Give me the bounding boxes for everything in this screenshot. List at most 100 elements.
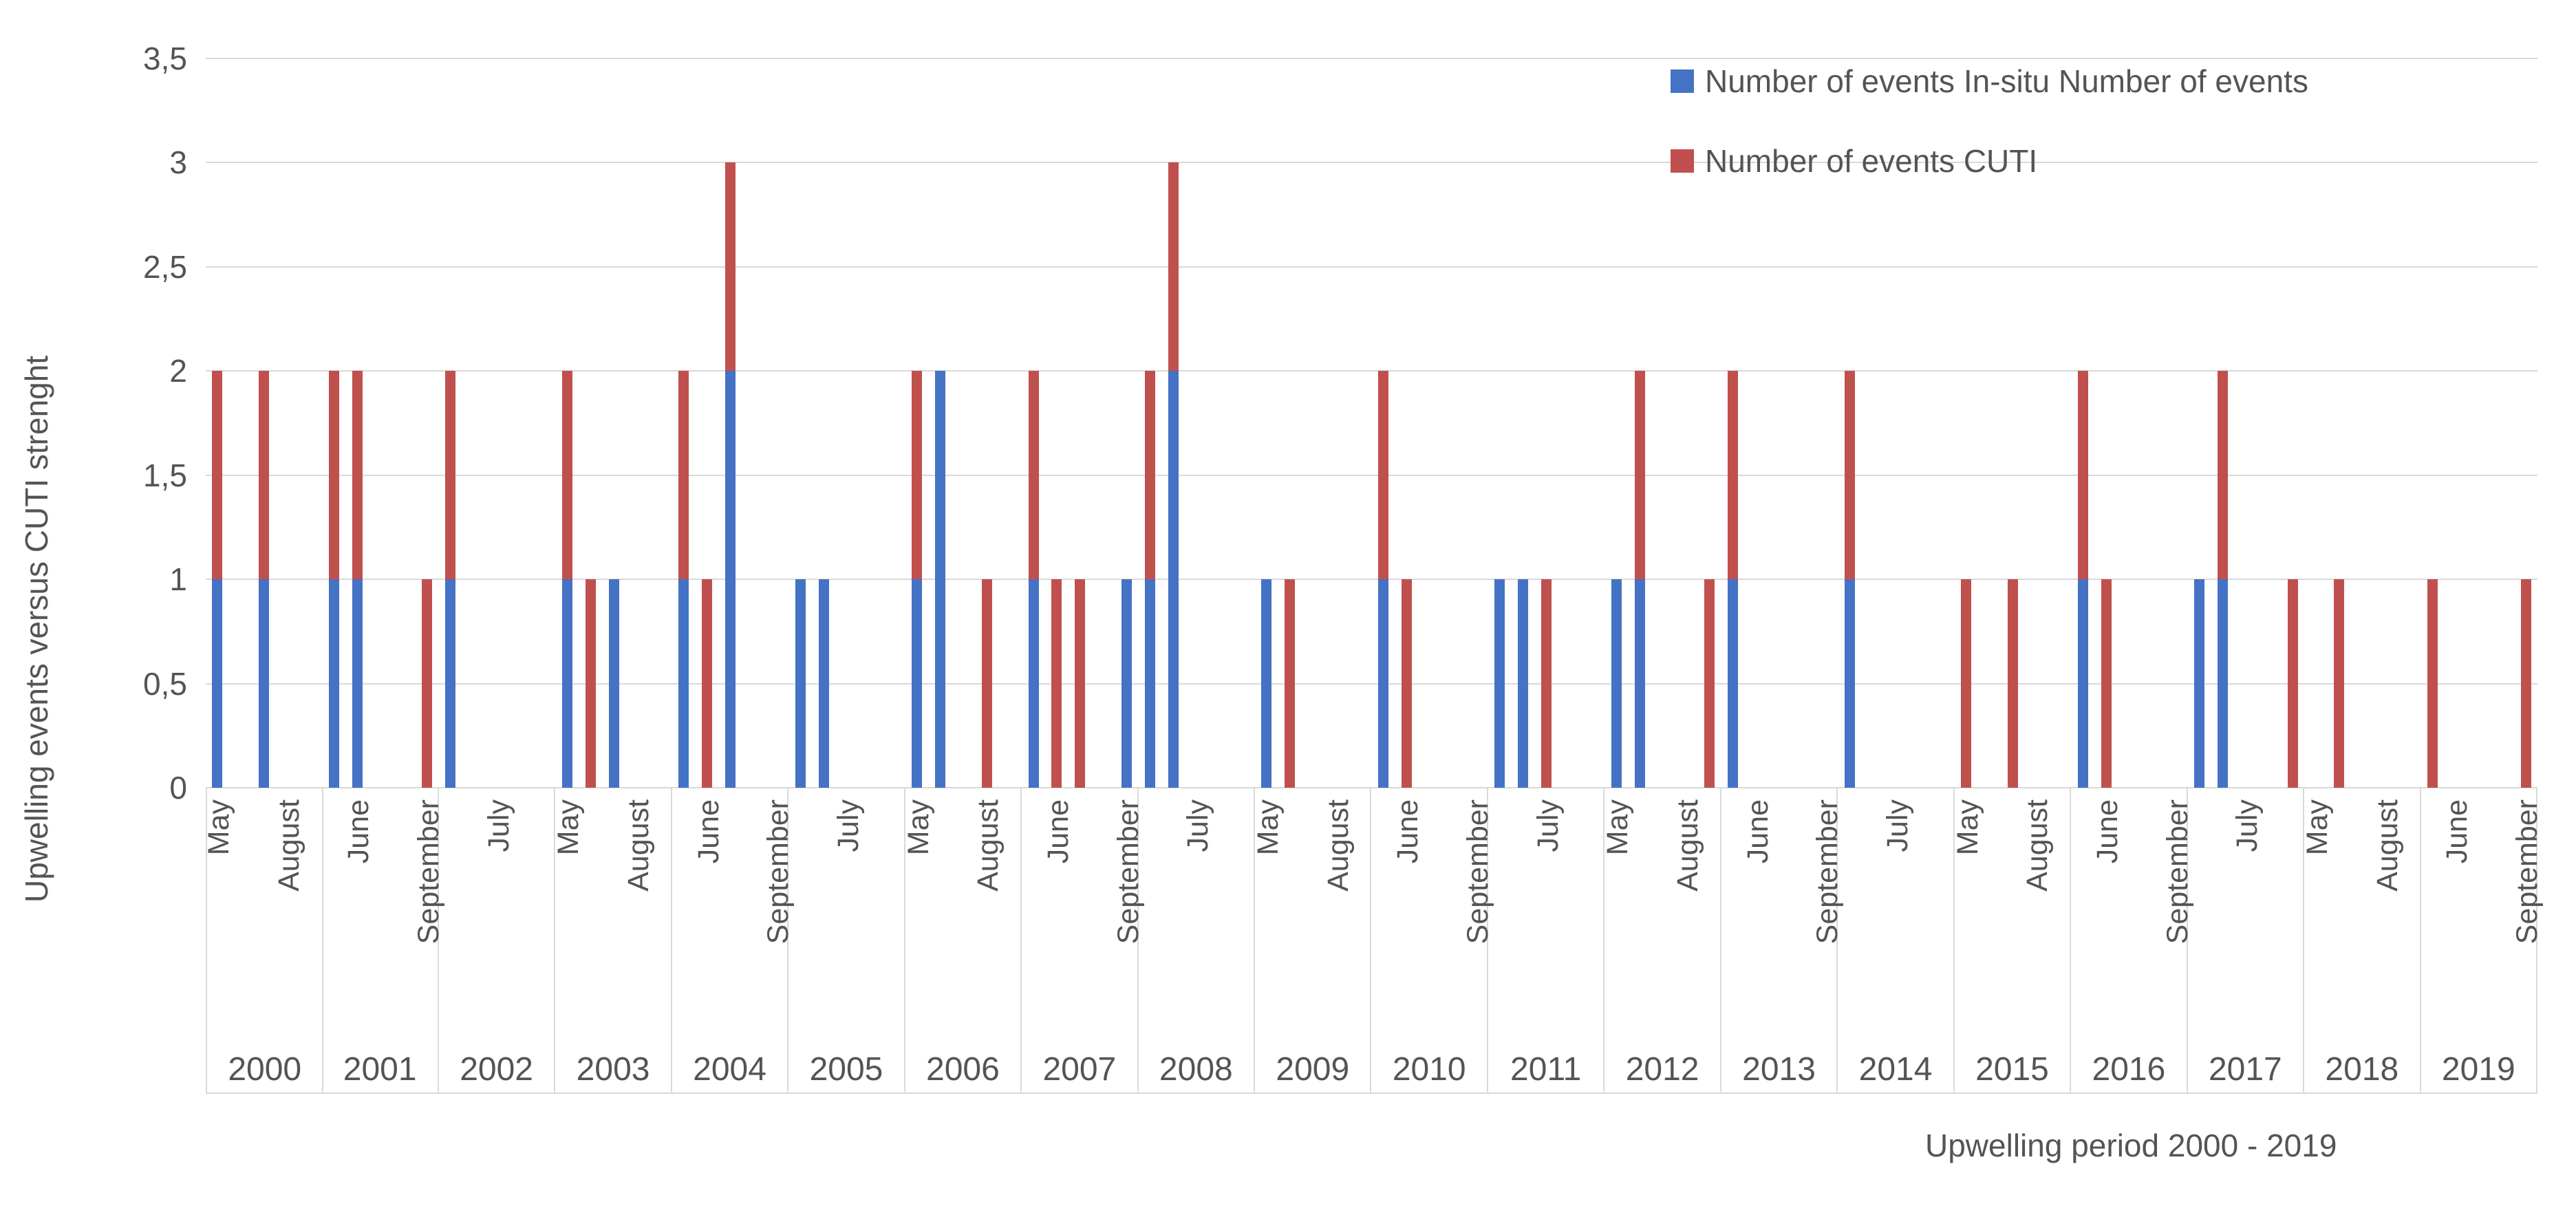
bar-cuti-2011-July[interactable]: [1541, 579, 1552, 788]
bar-cuti-2000-July[interactable]: [259, 371, 270, 580]
year-label-2004: 2004: [693, 1051, 766, 1088]
bar-cuti-2001-May[interactable]: [328, 371, 339, 580]
y-tick-label: 2,5: [143, 248, 187, 285]
bar-in-situ-2017-June[interactable]: [2217, 579, 2228, 788]
bar-in-situ-2012-May[interactable]: [1611, 579, 1622, 788]
bar-in-situ-2002-May[interactable]: [445, 579, 456, 788]
bar-in-situ-2011-June[interactable]: [1518, 579, 1529, 788]
y-tick-label: 3,5: [143, 41, 187, 76]
bar-in-situ-2016-May[interactable]: [2077, 579, 2088, 788]
year-cell: 2008: [1139, 788, 1256, 1092]
bar-in-situ-2000-July[interactable]: [259, 579, 270, 788]
bar-in-situ-2006-May[interactable]: [912, 579, 923, 788]
bar-in-situ-2009-May[interactable]: [1261, 579, 1272, 788]
bar-cuti-2007-May[interactable]: [1028, 371, 1039, 580]
month-label-2009-August: August: [1321, 799, 1355, 892]
month-label-2012-August: August: [1671, 799, 1704, 892]
bar-cuti-2004-June[interactable]: [702, 579, 713, 788]
bar-in-situ-2001-May[interactable]: [328, 579, 339, 788]
bar-cuti-2004-May[interactable]: [678, 371, 689, 580]
bar-cuti-2010-June[interactable]: [1401, 579, 1412, 788]
month-label-2006-May: May: [901, 799, 935, 856]
year-cell: 2017: [2188, 788, 2305, 1092]
bar-cuti-2016-June[interactable]: [2101, 579, 2112, 788]
bar-cuti-2004-July[interactable]: [725, 162, 736, 371]
legend-item-in-situ[interactable]: Number of events In-situ Number of event…: [1671, 62, 2308, 100]
year-label-2015: 2015: [1975, 1051, 2049, 1088]
legend-item-cuti[interactable]: Number of events CUTI: [1671, 142, 2308, 180]
bar-cuti-2008-June[interactable]: [1168, 162, 1179, 371]
bar-cuti-2009-June[interactable]: [1285, 579, 1296, 788]
bar-cuti-2002-May[interactable]: [445, 371, 456, 580]
bar-in-situ-2013-May[interactable]: [1728, 579, 1739, 788]
bar-cuti-2007-June[interactable]: [1051, 579, 1062, 788]
bar-cuti-2001-September[interactable]: [422, 579, 433, 788]
year-label-2013: 2013: [1742, 1051, 1816, 1088]
bar-cuti-2003-May[interactable]: [561, 371, 572, 580]
year-cell: 2015: [1955, 788, 2072, 1092]
bar-cuti-2007-July[interactable]: [1075, 579, 1086, 788]
month-label-2000-May: May: [202, 799, 235, 856]
bar-cuti-2006-May[interactable]: [912, 371, 923, 580]
bar-in-situ-2003-May[interactable]: [561, 579, 572, 788]
bar-cuti-2001-June[interactable]: [352, 371, 363, 580]
bar-cuti-2015-July[interactable]: [2007, 579, 2018, 788]
bar-cuti-2013-May[interactable]: [1728, 371, 1739, 580]
bar-cuti-2010-May[interactable]: [1377, 371, 1388, 580]
bar-in-situ-2003-July[interactable]: [608, 579, 619, 788]
bar-in-situ-2006-June[interactable]: [935, 371, 946, 788]
bar-cuti-2014-May[interactable]: [1844, 371, 1855, 580]
bar-cuti-2006-August[interactable]: [981, 579, 992, 788]
bar-in-situ-2017-May[interactable]: [2194, 579, 2205, 788]
month-label-2005-July: July: [831, 799, 865, 852]
bar-in-situ-2004-July[interactable]: [725, 371, 736, 788]
bar-cuti-2003-June[interactable]: [585, 579, 596, 788]
bar-in-situ-2007-May[interactable]: [1028, 579, 1039, 788]
bar-in-situ-2014-May[interactable]: [1844, 579, 1855, 788]
bar-in-situ-2000-May[interactable]: [212, 579, 223, 788]
bar-cuti-2019-September[interactable]: [2520, 579, 2531, 788]
month-label-2004-June: June: [691, 799, 725, 864]
axis-label-area-bottom-border: [206, 1092, 2537, 1094]
year-cell: 2006: [905, 788, 1022, 1092]
year-label-2010: 2010: [1392, 1051, 1466, 1088]
legend-label-cuti: Number of events CUTI: [1705, 143, 2038, 179]
bar-cuti-2008-May[interactable]: [1145, 371, 1156, 580]
year-label-2011: 2011: [1510, 1051, 1582, 1088]
bar-in-situ-2008-June[interactable]: [1168, 371, 1179, 788]
year-cell: 2001: [322, 788, 439, 1092]
bar-in-situ-2008-May[interactable]: [1145, 579, 1156, 788]
bar-in-situ-2004-May[interactable]: [678, 579, 689, 788]
gridline-2: [206, 370, 2537, 372]
bar-cuti-2012-June[interactable]: [1634, 371, 1645, 580]
bar-cuti-2012-September[interactable]: [1704, 579, 1715, 788]
bar-in-situ-2010-May[interactable]: [1377, 579, 1388, 788]
bar-in-situ-2005-May[interactable]: [795, 579, 806, 788]
bar-cuti-2018-June[interactable]: [2334, 579, 2345, 788]
year-label-2009: 2009: [1276, 1051, 1350, 1088]
month-label-2007-June: June: [1041, 799, 1075, 864]
month-label-2019-September: September: [2511, 799, 2544, 945]
gridline-0: [206, 787, 2537, 788]
bar-in-situ-2001-June[interactable]: [352, 579, 363, 788]
month-label-2019-June: June: [2440, 799, 2474, 864]
bar-cuti-2017-September[interactable]: [2287, 579, 2298, 788]
bar-in-situ-2005-June[interactable]: [818, 579, 829, 788]
bar-in-situ-2007-September[interactable]: [1121, 579, 1133, 788]
month-label-2018-May: May: [2301, 799, 2334, 856]
bar-cuti-2016-May[interactable]: [2077, 371, 2088, 580]
month-label-2008-July: July: [1181, 799, 1215, 852]
month-label-2017-July: July: [2231, 799, 2264, 852]
bar-cuti-2017-June[interactable]: [2217, 371, 2228, 580]
bar-in-situ-2011-May[interactable]: [1494, 579, 1505, 788]
gridline-1,5: [206, 474, 2537, 476]
bar-cuti-2015-May[interactable]: [1961, 579, 1972, 788]
year-cell: 2009: [1255, 788, 1372, 1092]
bar-cuti-2000-May[interactable]: [212, 371, 223, 580]
bar-cuti-2019-May[interactable]: [2427, 579, 2438, 788]
year-label-2016: 2016: [2092, 1051, 2166, 1088]
year-label-2014: 2014: [1858, 1051, 1933, 1088]
year-label-2019: 2019: [2441, 1051, 2515, 1088]
legend: Number of events In-situ Number of event…: [1671, 62, 2308, 222]
bar-in-situ-2012-June[interactable]: [1634, 579, 1645, 788]
